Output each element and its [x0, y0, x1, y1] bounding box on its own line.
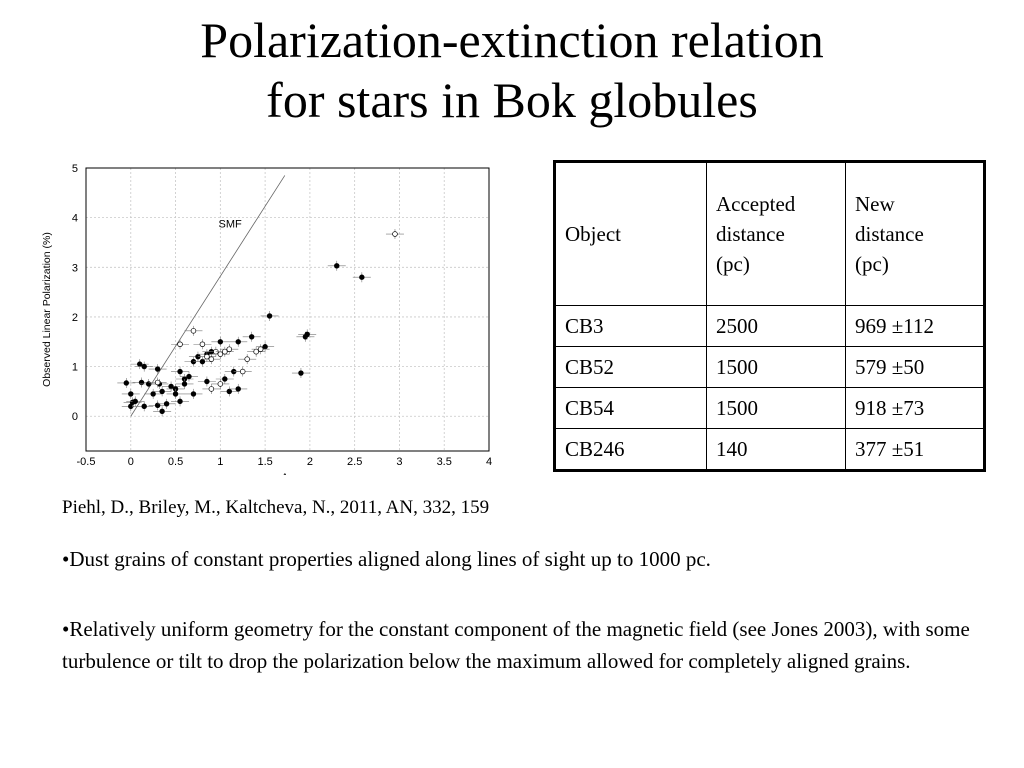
data-point-filled: [141, 363, 147, 370]
data-point-filled: [204, 378, 210, 385]
cell-object: CB246: [554, 428, 707, 471]
data-point-open: [190, 328, 197, 334]
data-point-filled: [248, 334, 255, 340]
x-tick-label: 2: [307, 456, 313, 468]
data-point-filled: [199, 358, 206, 365]
data-point-filled: [163, 401, 170, 407]
header-object: Object: [554, 161, 707, 306]
cell-accepted: 140: [706, 428, 846, 471]
data-point-open: [204, 353, 210, 360]
y-tick-label: 4: [72, 213, 78, 225]
y-axis-label: Observed Linear Polarization (%): [41, 232, 53, 387]
table-header-row: Object Accepted distance (pc) New distan…: [554, 161, 985, 306]
data-point-filled: [159, 408, 165, 414]
header-new-distance: New distance (pc): [845, 161, 985, 306]
data-point-open: [222, 348, 228, 355]
cell-new: 969 ±112: [845, 305, 985, 347]
table-row: CB54 1500 918 ±73: [554, 387, 985, 429]
y-tick-label: 5: [72, 163, 78, 175]
data-point-filled: [181, 381, 188, 387]
data-point-filled: [177, 368, 183, 375]
x-tick-label: 1: [217, 456, 223, 468]
data-point-filled: [298, 370, 304, 376]
y-tick-label: 2: [72, 312, 78, 324]
data-point-filled: [141, 403, 147, 410]
data-point-filled: [304, 331, 310, 338]
data-point-open: [226, 346, 233, 352]
smf-line: [130, 175, 286, 417]
x-tick-label: 0.5: [168, 456, 183, 468]
data-point-filled: [235, 386, 241, 392]
y-tick-label: 3: [72, 262, 78, 274]
data-point-open: [217, 381, 224, 387]
data-point-open: [199, 341, 206, 348]
data-point-open: [217, 351, 224, 357]
data-point-filled: [150, 391, 156, 397]
table-row: CB52 1500 579 ±50: [554, 346, 985, 388]
data-point-filled: [359, 274, 365, 280]
distance-table: Object Accepted distance (pc) New distan…: [553, 160, 986, 472]
data-point-filled: [235, 339, 241, 345]
data-point-filled: [217, 339, 224, 345]
cell-object: CB52: [554, 346, 707, 388]
x-tick-label: 3: [396, 456, 402, 468]
data-point-filled: [190, 391, 197, 397]
header-accepted-distance: Accepted distance (pc): [706, 161, 846, 306]
x-tick-label: 1.5: [257, 456, 272, 468]
title-line-2: for stars in Bok globules: [266, 72, 758, 128]
bullet-magnetic-field: •Relatively uniform geometry for the con…: [62, 617, 970, 673]
cell-object: CB54: [554, 387, 707, 429]
y-tick-label: 0: [72, 411, 78, 423]
data-point-open: [239, 368, 246, 375]
table-row: CB246 140 377 ±51: [554, 428, 985, 471]
x-tick-label: 2.5: [347, 456, 362, 468]
slide-title: Polarization-extinction relation for sta…: [0, 10, 1024, 130]
x-tick-label: 4: [486, 456, 492, 468]
data-point-open: [177, 341, 183, 348]
cell-new: 579 ±50: [845, 346, 985, 388]
table-row: CB3 2500 969 ±112: [554, 305, 985, 347]
data-point-filled: [168, 383, 174, 390]
cell-new: 377 ±51: [845, 428, 985, 471]
data-point-filled: [154, 366, 161, 372]
chart-svg: -0.5 0 0.5 1 1.5 2 2.5 3 3.5 4 0 1 2 3 4 5 Av Observed Li…: [41, 163, 492, 475]
data-point-filled: [177, 398, 183, 405]
data-point-filled: [172, 391, 179, 397]
x-tick-label: -0.5: [77, 456, 96, 468]
data-point-open: [244, 356, 250, 362]
data-point-filled: [137, 361, 143, 367]
cell-new: 918 ±73: [845, 387, 985, 429]
x-tick-label: 0: [128, 456, 134, 468]
data-point-open: [392, 231, 398, 237]
data-point-filled: [226, 388, 232, 395]
data-point-open: [208, 386, 215, 392]
data-point-filled: [222, 376, 228, 382]
data-point-filled: [128, 391, 134, 397]
data-point-filled: [334, 263, 340, 269]
data-point-open: [253, 348, 259, 355]
cell-accepted: 1500: [706, 346, 846, 388]
data-point-open: [208, 356, 215, 362]
x-tick-label: 3.5: [437, 456, 452, 468]
title-line-1: Polarization-extinction relation: [200, 12, 824, 68]
data-point-filled: [266, 313, 273, 319]
plot-frame: [85, 167, 490, 452]
data-point-filled: [132, 398, 138, 405]
data-point-filled: [262, 344, 268, 350]
citation: Piehl, D., Briley, M., Kaltcheva, N., 20…: [62, 497, 490, 518]
smf-annotation: SMF: [219, 219, 243, 231]
bullet-dust-grains: •Dust grains of constant properties alig…: [62, 547, 711, 571]
polarization-chart: -0.5 0 0.5 1 1.5 2 2.5 3 3.5 4 0 1 2 3 4 5 Av Observed Li…: [36, 155, 506, 475]
data-point-filled: [123, 380, 130, 386]
data-point-filled: [186, 373, 192, 380]
data-point-open: [257, 346, 264, 352]
data-point-filled: [159, 388, 165, 395]
cell-accepted: 1500: [706, 387, 846, 429]
x-axis-label: Av: [281, 472, 294, 475]
data-point-open: [154, 379, 161, 386]
y-tick-label: 1: [72, 362, 78, 374]
cell-object: CB3: [554, 305, 707, 347]
cell-accepted: 2500: [706, 305, 846, 347]
